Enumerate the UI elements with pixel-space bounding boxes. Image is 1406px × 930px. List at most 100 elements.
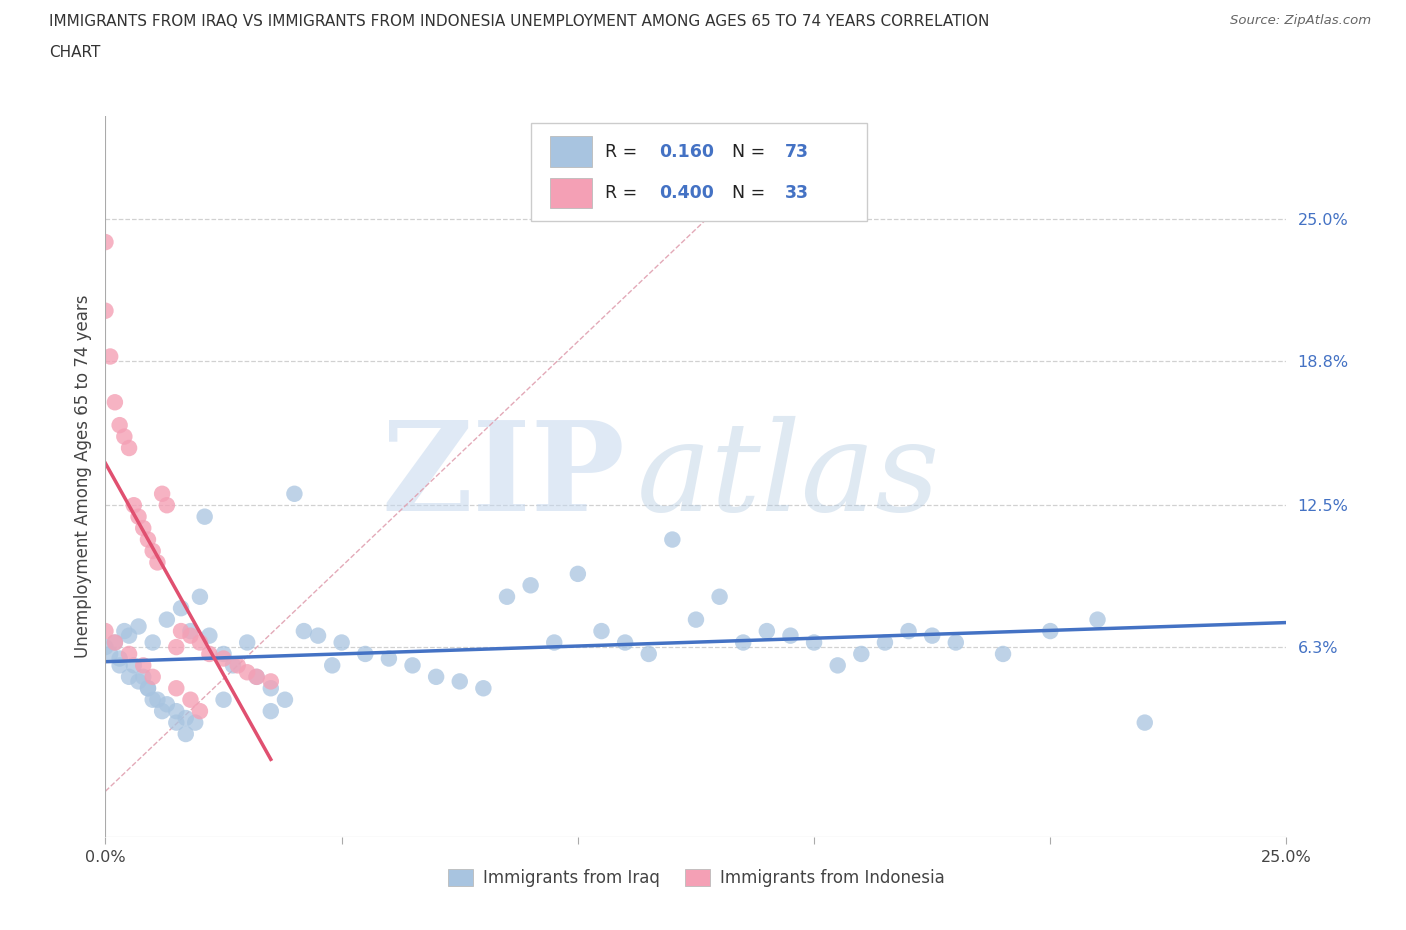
Point xyxy=(142,692,165,707)
Point xyxy=(330,635,353,650)
Point xyxy=(378,651,401,666)
Point xyxy=(755,624,778,639)
Point xyxy=(637,646,659,661)
Point xyxy=(307,628,329,643)
Point xyxy=(118,628,141,643)
Point xyxy=(112,624,135,639)
Point xyxy=(165,681,187,696)
Point xyxy=(136,681,159,696)
Point xyxy=(118,441,141,456)
Point xyxy=(260,681,283,696)
Point xyxy=(128,674,150,689)
Point xyxy=(104,635,127,650)
Point xyxy=(136,532,159,547)
Point xyxy=(128,619,150,634)
Point xyxy=(803,635,825,650)
Point xyxy=(94,640,117,655)
Point xyxy=(118,670,141,684)
Point xyxy=(274,692,297,707)
Point xyxy=(519,578,541,592)
Point xyxy=(591,624,613,639)
Point xyxy=(194,510,217,525)
FancyBboxPatch shape xyxy=(530,124,868,220)
Point xyxy=(94,234,117,249)
Point xyxy=(991,646,1014,661)
Y-axis label: Unemployment Among Ages 65 to 74 years: Unemployment Among Ages 65 to 74 years xyxy=(73,295,91,658)
Point xyxy=(236,665,259,680)
Point xyxy=(198,628,221,643)
Text: 73: 73 xyxy=(785,142,808,161)
Text: Source: ZipAtlas.com: Source: ZipAtlas.com xyxy=(1230,14,1371,27)
Point xyxy=(897,624,920,639)
Point xyxy=(236,635,259,650)
Point xyxy=(179,692,201,707)
Point xyxy=(128,510,150,525)
Point xyxy=(132,658,155,672)
Point xyxy=(136,681,159,696)
Point xyxy=(921,628,943,643)
Point xyxy=(222,658,245,672)
Point xyxy=(142,670,165,684)
Point xyxy=(212,646,235,661)
Point xyxy=(156,498,179,512)
Point xyxy=(150,486,173,501)
Text: R =: R = xyxy=(605,183,643,202)
Point xyxy=(98,349,121,364)
Point xyxy=(661,532,683,547)
Point xyxy=(142,543,165,558)
Point xyxy=(260,704,283,719)
Text: 33: 33 xyxy=(785,183,808,202)
Point xyxy=(98,646,121,661)
Point xyxy=(614,635,637,650)
Point xyxy=(401,658,423,672)
Point xyxy=(132,521,155,536)
Text: ZIP: ZIP xyxy=(381,416,626,538)
Point xyxy=(108,418,131,432)
Point xyxy=(118,646,141,661)
Point xyxy=(165,715,187,730)
Point xyxy=(292,624,315,639)
Point xyxy=(179,624,201,639)
Point xyxy=(1039,624,1062,639)
Point xyxy=(543,635,565,650)
Point xyxy=(1087,612,1109,627)
Point xyxy=(283,486,305,501)
Text: N =: N = xyxy=(721,183,770,202)
Point xyxy=(709,590,731,604)
Text: atlas: atlas xyxy=(637,416,941,538)
Text: IMMIGRANTS FROM IRAQ VS IMMIGRANTS FROM INDONESIA UNEMPLOYMENT AMONG AGES 65 TO : IMMIGRANTS FROM IRAQ VS IMMIGRANTS FROM … xyxy=(49,14,990,29)
Point xyxy=(354,646,377,661)
Point xyxy=(108,658,131,672)
Point xyxy=(685,612,707,627)
Point xyxy=(184,715,207,730)
Point xyxy=(472,681,495,696)
Point xyxy=(104,635,127,650)
Point xyxy=(851,646,873,661)
Point xyxy=(165,640,187,655)
Point xyxy=(142,635,165,650)
Point xyxy=(156,697,179,711)
Point xyxy=(567,566,589,581)
Legend: Immigrants from Iraq, Immigrants from Indonesia: Immigrants from Iraq, Immigrants from In… xyxy=(441,862,950,894)
Point xyxy=(94,303,117,318)
Point xyxy=(188,704,211,719)
Point xyxy=(104,395,127,410)
Point xyxy=(146,692,169,707)
Point xyxy=(174,711,197,725)
Point xyxy=(188,635,211,650)
Point xyxy=(179,628,201,643)
Point xyxy=(132,670,155,684)
Text: CHART: CHART xyxy=(49,45,101,60)
Point xyxy=(198,646,221,661)
Point xyxy=(226,658,249,672)
Point xyxy=(260,674,283,689)
Point xyxy=(112,429,135,444)
FancyBboxPatch shape xyxy=(550,137,592,166)
Point xyxy=(174,726,197,741)
Point xyxy=(156,612,179,627)
Text: 0.160: 0.160 xyxy=(659,142,714,161)
Text: 0.400: 0.400 xyxy=(659,183,714,202)
Point xyxy=(150,704,173,719)
Point xyxy=(212,692,235,707)
Point xyxy=(122,658,145,672)
